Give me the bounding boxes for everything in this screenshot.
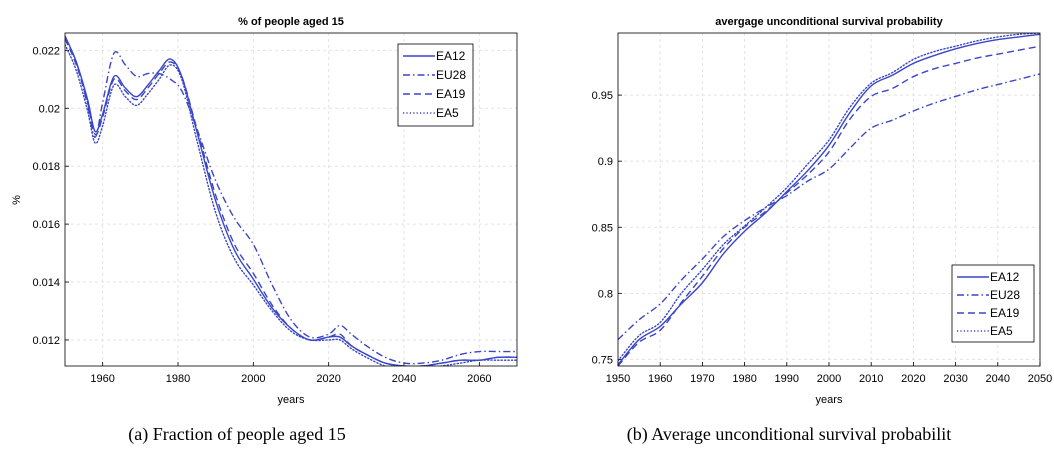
x-tick-label: 2020: [316, 373, 340, 385]
figure-caption: (a) Fraction of people aged 15: [128, 424, 345, 445]
x-tick-label: 2060: [467, 373, 491, 385]
legend-label-ea12: EA12: [436, 49, 466, 63]
x-tick-label: 1960: [648, 373, 672, 385]
x-tick-label: 2040: [986, 373, 1010, 385]
legend-label-eu28: EU28: [436, 68, 466, 82]
y-tick-label: 0.018: [32, 161, 60, 173]
legend: EA12 EU28 EA19 EA5: [397, 43, 474, 127]
legend-label-ea12: EA12: [990, 270, 1020, 284]
y-tick-label: 0.012: [32, 335, 60, 347]
series-line-ea5: [65, 43, 517, 366]
x-tick-label: 1960: [90, 373, 114, 385]
x-tick-label: 2040: [392, 373, 416, 385]
plot-frame: [64, 32, 518, 367]
legend: EA12 EU28 EA19 EA5: [951, 264, 1035, 343]
series-line-eu28: [618, 73, 1040, 341]
y-tick-label: 0.016: [32, 219, 60, 231]
x-tick-label: 1950: [606, 373, 630, 385]
series-line-ea12: [618, 33, 1040, 366]
x-axis-label: years: [816, 394, 843, 406]
series-line-ea12: [65, 35, 517, 366]
x-axis-label: years: [278, 394, 305, 406]
y-tick-label: 0.85: [592, 222, 613, 234]
chart-a: 1960 1980 2000 2020 2040 2060 0.012 0.014 0.016 0…: [11, 16, 518, 445]
x-tick-label: 1970: [690, 373, 714, 385]
legend-label-ea19: EA19: [436, 87, 466, 101]
chart-b: 1950 1960 1970 1980 1990 2000 2010 2020 2030 2040…: [592, 16, 1053, 445]
legend-label-ea5: EA5: [436, 106, 459, 120]
x-tick-label: 2000: [241, 373, 265, 385]
y-tick-label: 0.02: [39, 103, 60, 115]
figure-caption: (b) Average unconditional survival proba…: [627, 424, 952, 445]
chart-title: avergage unconditional survival probabil…: [715, 16, 943, 28]
x-tick-label: 2010: [859, 373, 883, 385]
x-tick-label: 2050: [1028, 373, 1052, 385]
series-group: [618, 33, 1040, 366]
y-tick-label: 0.9: [598, 156, 613, 168]
legend-label-ea5: EA5: [990, 324, 1013, 338]
series-line-eu28: [65, 38, 517, 365]
y-tick-label: 0.014: [32, 277, 60, 289]
x-tick-label: 2000: [817, 373, 841, 385]
series-group: [65, 35, 517, 366]
x-tick-label: 2030: [943, 373, 967, 385]
legend-label-eu28: EU28: [990, 288, 1020, 302]
legend-label-ea19: EA19: [990, 306, 1020, 320]
chart-title: % of people aged 15: [238, 16, 344, 28]
x-tick-label: 1980: [732, 373, 756, 385]
x-tick-label: 1990: [775, 373, 799, 385]
x-tick-label: 1980: [166, 373, 190, 385]
series-line-ea19: [618, 45, 1040, 366]
y-tick-label: 0.95: [592, 90, 613, 102]
y-tick-label: 0.75: [592, 354, 613, 366]
y-tick-label: 0.8: [598, 288, 613, 300]
x-tick-label: 2020: [901, 373, 925, 385]
plot-frame: [617, 32, 1041, 367]
series-line-ea19: [65, 38, 517, 366]
y-axis-label: %: [11, 195, 23, 205]
series-line-ea5: [618, 33, 1040, 362]
y-tick-label: 0.022: [32, 45, 60, 57]
legend-box: [951, 264, 1035, 343]
